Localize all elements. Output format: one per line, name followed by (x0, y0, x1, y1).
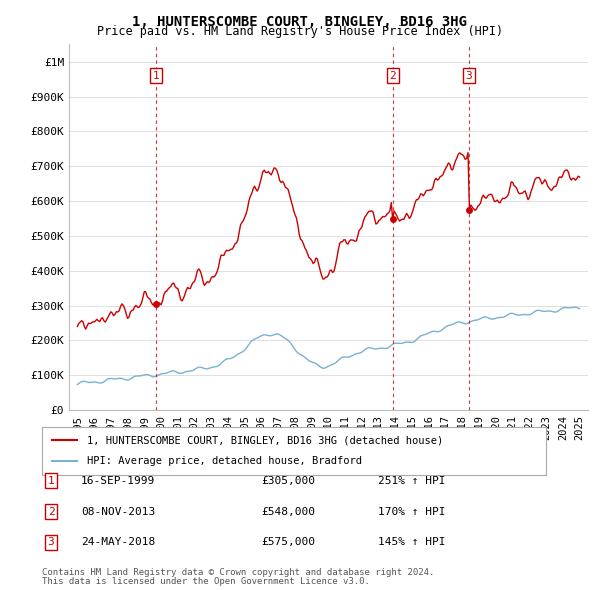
Text: Contains HM Land Registry data © Crown copyright and database right 2024.: Contains HM Land Registry data © Crown c… (42, 568, 434, 577)
Text: Price paid vs. HM Land Registry's House Price Index (HPI): Price paid vs. HM Land Registry's House … (97, 25, 503, 38)
Text: HPI: Average price, detached house, Bradford: HPI: Average price, detached house, Brad… (88, 457, 362, 467)
Text: 1: 1 (153, 71, 160, 81)
Text: 3: 3 (47, 537, 55, 547)
Text: 145% ↑ HPI: 145% ↑ HPI (378, 537, 445, 547)
Text: 1, HUNTERSCOMBE COURT, BINGLEY, BD16 3HG (detached house): 1, HUNTERSCOMBE COURT, BINGLEY, BD16 3HG… (88, 435, 443, 445)
Text: 16-SEP-1999: 16-SEP-1999 (81, 476, 155, 486)
Text: 2: 2 (389, 71, 397, 81)
Text: 3: 3 (466, 71, 472, 81)
Text: £305,000: £305,000 (261, 476, 315, 486)
Text: 2: 2 (47, 507, 55, 516)
Text: 170% ↑ HPI: 170% ↑ HPI (378, 507, 445, 516)
Text: 1, HUNTERSCOMBE COURT, BINGLEY, BD16 3HG: 1, HUNTERSCOMBE COURT, BINGLEY, BD16 3HG (133, 15, 467, 29)
Text: 24-MAY-2018: 24-MAY-2018 (81, 537, 155, 547)
Text: 251% ↑ HPI: 251% ↑ HPI (378, 476, 445, 486)
Text: 1: 1 (47, 476, 55, 486)
Text: £548,000: £548,000 (261, 507, 315, 516)
Text: £575,000: £575,000 (261, 537, 315, 547)
Text: This data is licensed under the Open Government Licence v3.0.: This data is licensed under the Open Gov… (42, 578, 370, 586)
Text: 08-NOV-2013: 08-NOV-2013 (81, 507, 155, 516)
